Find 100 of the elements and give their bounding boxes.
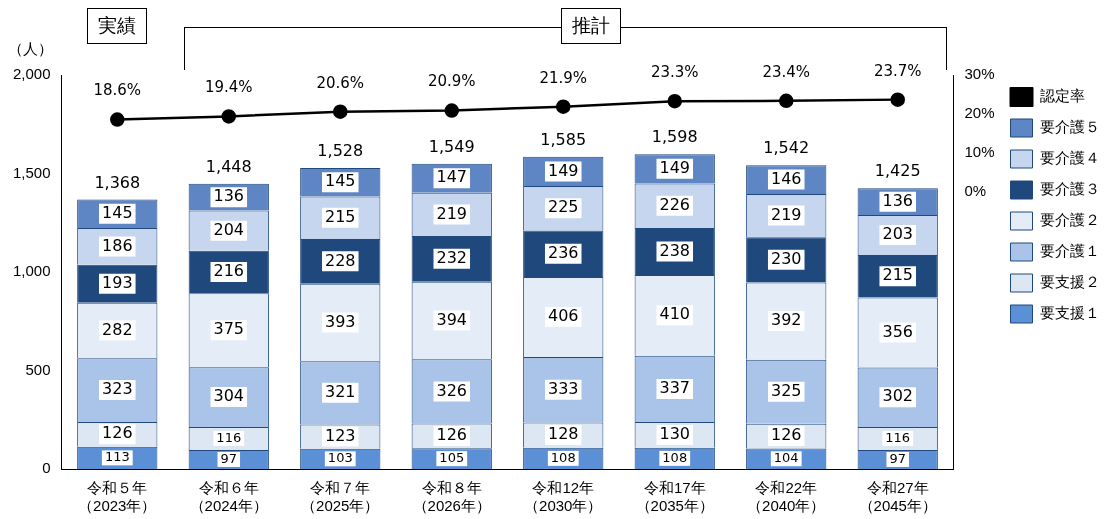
data-label: 225	[547, 197, 579, 217]
data-label: 23.7%	[873, 61, 922, 80]
data-label: 236	[547, 242, 579, 262]
data-label: 302	[882, 386, 914, 406]
data-label: 105	[439, 450, 465, 466]
data-label: 130	[659, 424, 691, 444]
data-label: 323	[102, 379, 133, 399]
data-label: 149	[547, 160, 579, 180]
total-label: 1,368	[94, 172, 141, 192]
point	[221, 109, 237, 124]
data-label: 216	[213, 261, 245, 281]
y2-tick-label: 0%	[964, 182, 987, 200]
data-label: 219	[436, 203, 468, 223]
data-label: 238	[659, 240, 691, 260]
legend-label: 要介護１	[1040, 241, 1100, 260]
data-label: 136	[882, 190, 914, 210]
data-label: 23.4%	[762, 62, 811, 81]
point	[890, 92, 905, 107]
data-label: 215	[882, 265, 914, 285]
total-label: 1,448	[205, 156, 252, 176]
data-label: 147	[436, 167, 468, 187]
total-label: 1,425	[874, 161, 921, 181]
data-label: 145	[324, 171, 356, 191]
legend-label: 要支援２	[1040, 272, 1100, 291]
y-tick-label: 0	[42, 459, 51, 477]
data-label: 123	[324, 425, 356, 445]
y2-tick-label: 20%	[964, 104, 995, 122]
data-label: 113	[104, 449, 130, 465]
data-label: 116	[216, 429, 242, 445]
data-label: 193	[102, 272, 133, 292]
data-label: 145	[102, 202, 133, 222]
data-label: 230	[770, 248, 802, 268]
legend-label: 要介護３	[1040, 179, 1100, 198]
point	[556, 99, 571, 114]
data-label: 219	[770, 204, 802, 224]
x-tick-label: 令和８年（2026年）	[412, 479, 491, 515]
data-label: 126	[436, 425, 468, 445]
data-label: 126	[770, 425, 802, 445]
total-label: 1,542	[763, 138, 810, 158]
data-label: 392	[770, 310, 802, 330]
total-label: 1,598	[651, 127, 698, 147]
data-label: 406	[547, 306, 579, 326]
data-label: 146	[770, 168, 802, 188]
data-label: 20.9%	[427, 72, 476, 91]
data-label: 321	[324, 382, 356, 402]
data-label: 108	[662, 449, 688, 465]
data-label: 232	[436, 247, 468, 267]
y-axis-title: （人）	[8, 40, 53, 59]
data-label: 21.9%	[539, 68, 588, 87]
data-label: 149	[659, 158, 691, 178]
total-label: 1,549	[428, 137, 475, 156]
data-label: 393	[324, 311, 356, 331]
data-label: 126	[102, 423, 133, 443]
x-tick-label: 令和５年（2023年）	[78, 479, 157, 515]
x-tick-label: 令和17年（2035年）	[635, 479, 714, 515]
total-label: 1,585	[540, 129, 587, 149]
data-label: 128	[547, 424, 579, 444]
data-label: 226	[659, 194, 691, 214]
data-label: 333	[547, 378, 579, 398]
y-tick-label: 1,000	[12, 262, 51, 280]
data-label: 20.6%	[316, 73, 365, 92]
y-tick-label: 2,000	[12, 65, 51, 83]
x-tick-label: 令和27年（2045年）	[858, 479, 937, 515]
data-label: 410	[659, 304, 691, 324]
data-label: 97	[889, 450, 907, 466]
legend-label: 要介護４	[1040, 148, 1100, 167]
y2-tick-label: 10%	[964, 143, 995, 161]
data-label: 215	[324, 206, 356, 226]
data-label: 204	[213, 219, 245, 239]
data-label: 23.3%	[650, 63, 699, 82]
total-label: 1,528	[317, 141, 364, 161]
data-label: 108	[550, 449, 576, 465]
data-label: 337	[659, 378, 691, 398]
text: 推計	[561, 8, 622, 44]
x-tick-label: 令和12年（2030年）	[524, 479, 603, 515]
text: 実績	[87, 8, 148, 44]
data-label: 103	[327, 450, 353, 466]
point	[778, 93, 794, 109]
point	[333, 104, 348, 119]
data-label: 19.4%	[204, 78, 253, 97]
data-label: 394	[436, 309, 468, 329]
data-label: 356	[882, 321, 914, 341]
data-label: 104	[773, 450, 799, 466]
data-label: 375	[213, 319, 245, 339]
data-label: 304	[213, 386, 245, 406]
data-label: 116	[885, 429, 911, 445]
data-label: 325	[770, 380, 802, 400]
data-label: 228	[324, 250, 356, 270]
data-label: 97	[220, 450, 238, 466]
data-label: 282	[102, 319, 133, 339]
legend-label: 要介護２	[1040, 210, 1100, 229]
point	[667, 93, 682, 109]
data-label: 136	[213, 186, 245, 206]
legend-label: 認定率	[1040, 86, 1085, 105]
legend-label: 要介護５	[1040, 117, 1100, 136]
data-label: 18.6%	[93, 81, 142, 100]
data-label: 326	[436, 380, 468, 400]
point	[444, 103, 460, 118]
data-label: 186	[102, 235, 133, 255]
y-tick-label: 1,500	[12, 163, 51, 181]
